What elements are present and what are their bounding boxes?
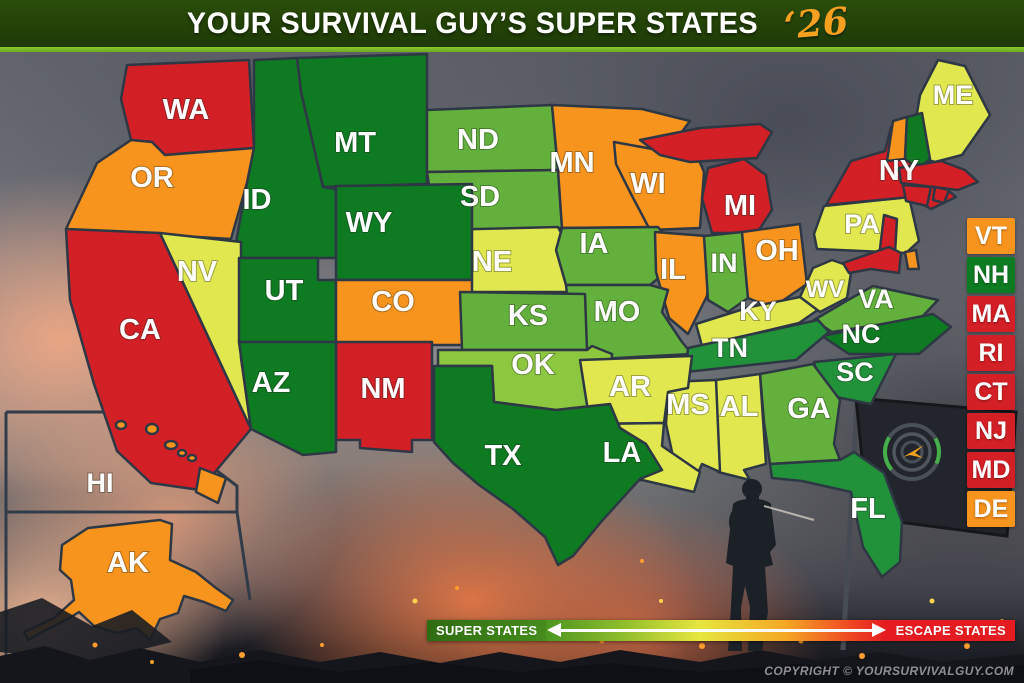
state-label-pa: PA	[844, 209, 880, 239]
state-label-ky: KY	[739, 296, 777, 326]
legend-box-nj: NJ	[967, 413, 1015, 449]
state-label-mt: MT	[334, 127, 376, 159]
state-label-me: ME	[933, 80, 974, 110]
state-MD	[841, 245, 903, 275]
state-IN	[702, 230, 750, 314]
state-label-sd: SD	[460, 181, 500, 213]
state-label-wi: WI	[630, 168, 665, 200]
state-label-az: AZ	[252, 367, 291, 399]
state-label-fl: FL	[850, 493, 885, 525]
header-stripe	[0, 47, 1024, 52]
state-FL	[768, 450, 904, 579]
state-label-il: IL	[660, 254, 686, 286]
page-title: YOUR SURVIVAL GUY’S SUPER STATES	[187, 6, 759, 40]
state-label-ok: OK	[511, 349, 555, 381]
state-label-la: LA	[603, 437, 642, 469]
state-MA	[897, 159, 980, 192]
state-label-va: VA	[858, 284, 894, 314]
escape-states-label: ESCAPE STATES	[895, 623, 1006, 638]
state-VA	[812, 284, 940, 334]
state-NC	[820, 312, 953, 356]
state-label-ks: KS	[508, 300, 548, 332]
state-AZ	[237, 340, 338, 457]
state-label-ga: GA	[787, 393, 831, 425]
state-label-hi: HI	[87, 468, 114, 498]
state-MI	[638, 122, 774, 235]
legend-box-md: MD	[967, 452, 1015, 488]
state-OH	[740, 222, 809, 310]
state-label-ut: UT	[265, 275, 304, 307]
super-states-label: SUPER STATES	[436, 623, 538, 638]
state-label-nm: NM	[360, 373, 405, 405]
compass-arrow-logo	[883, 423, 941, 481]
state-label-ak: AK	[107, 547, 149, 579]
legend-box-vt: VT	[967, 218, 1015, 254]
state-label-oh: OH	[755, 235, 799, 267]
state-label-tx: TX	[484, 440, 522, 472]
state-label-sc: SC	[836, 357, 874, 387]
state-label-mo: MO	[594, 296, 641, 328]
state-label-or: OR	[130, 162, 174, 194]
legend-box-ri: RI	[967, 335, 1015, 371]
state-labels-layer: WA OR CA NV ID MT WY UT CO AZ NM ND SD NE KS OK TX MN IA MO…	[86, 79, 975, 580]
year-label: ‘26	[782, 0, 851, 48]
legend-box-de: DE	[967, 491, 1015, 527]
state-label-mn: MN	[549, 147, 594, 179]
state-label-tn: TN	[712, 333, 748, 363]
state-label-mi: MI	[724, 190, 756, 222]
escape-states-cap: ESCAPE STATES	[886, 620, 1015, 641]
state-GA	[758, 362, 842, 466]
state-label-id: ID	[243, 184, 272, 216]
legend-box-ct: CT	[967, 374, 1015, 410]
state-label-ne: NE	[472, 246, 512, 278]
state-label-in: IN	[711, 248, 738, 278]
arrow-right-icon	[871, 623, 886, 637]
state-label-al: AL	[720, 391, 759, 423]
scale-arrow	[560, 629, 873, 632]
state-label-wa: WA	[163, 94, 210, 126]
title-bar: YOUR SURVIVAL GUY’S SUPER STATES ‘26	[0, 0, 1024, 52]
state-label-ia: IA	[580, 228, 609, 260]
state-label-wy: WY	[346, 207, 393, 239]
super-states-cap: SUPER STATES	[427, 620, 547, 641]
state-label-ar: AR	[609, 371, 651, 403]
state-RI	[931, 185, 951, 205]
state-TX	[432, 364, 664, 567]
state-label-ny: NY	[879, 155, 919, 187]
legend-box-ma: MA	[967, 296, 1015, 332]
soldier-silhouette	[726, 479, 815, 651]
states-layer	[22, 52, 992, 642]
state-label-ms: MS	[666, 389, 710, 421]
state-label-nd: ND	[457, 124, 499, 156]
state-label-nc: NC	[842, 319, 881, 349]
state-HI	[114, 419, 228, 505]
small-states-legend: VT NH MA RI CT NJ MD DE	[967, 218, 1015, 527]
legend-box-nh: NH	[967, 257, 1015, 293]
state-label-wv: WV	[806, 276, 845, 303]
scale-legend: SUPER STATES ESCAPE STATES	[427, 620, 1015, 641]
scale-gradient	[546, 620, 887, 641]
state-CT	[901, 183, 933, 208]
state-label-co: CO	[371, 286, 415, 318]
state-AL	[714, 372, 768, 482]
state-DE	[903, 248, 921, 271]
state-NM	[334, 340, 434, 454]
ember-sparks	[92, 559, 1004, 664]
rubble-foreground	[0, 598, 1024, 683]
state-label-nv: NV	[177, 256, 218, 288]
arrow-left-icon	[547, 623, 562, 637]
state-label-ca: CA	[119, 314, 161, 346]
copyright-text: COPYRIGHT © YOURSURVIVALGUY.COM	[764, 664, 1014, 678]
